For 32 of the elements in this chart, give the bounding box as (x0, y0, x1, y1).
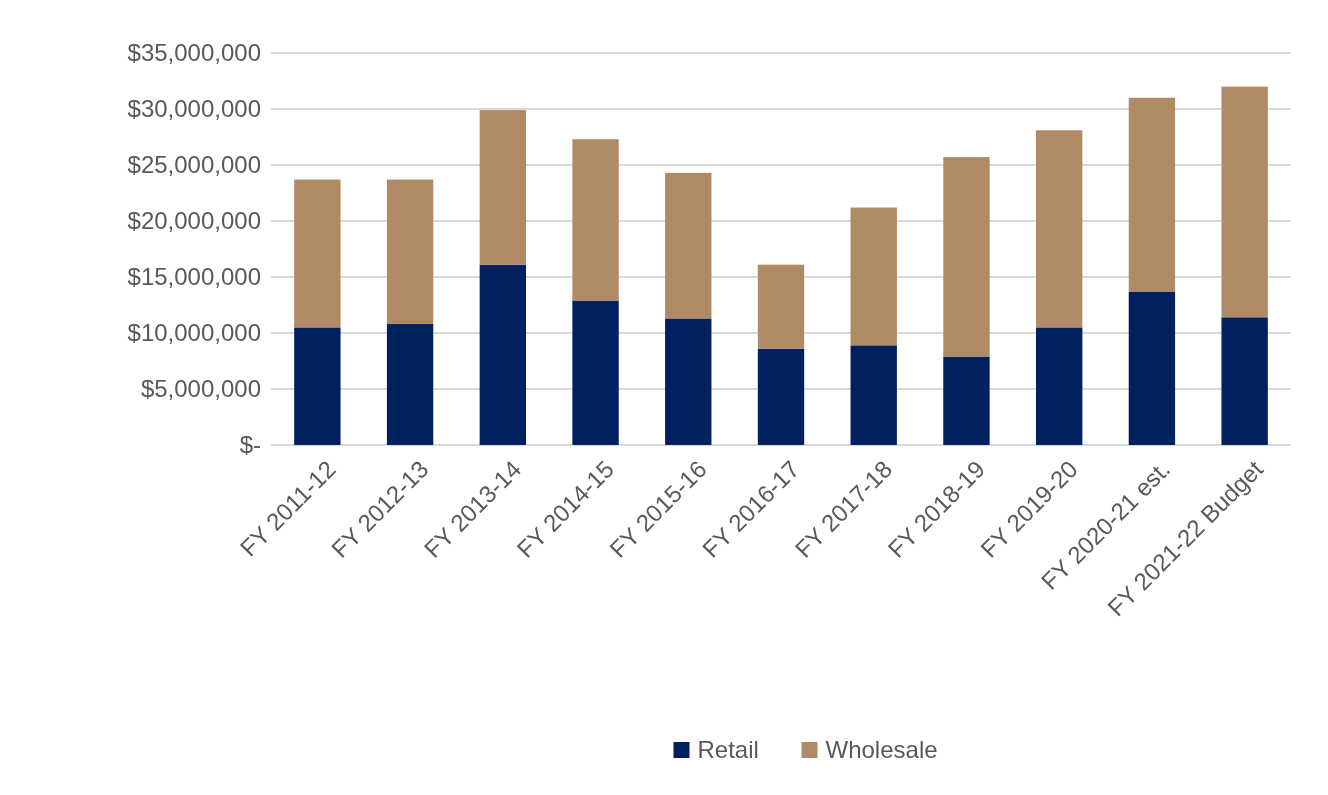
bar (386, 324, 434, 445)
y-tick-label: $35,000,000 (127, 39, 261, 67)
bar (294, 179, 341, 328)
bar (1036, 130, 1083, 328)
bar (943, 157, 990, 357)
y-tick-label: $20,000,000 (127, 207, 261, 235)
bar (665, 172, 712, 319)
legend-label: Retail (697, 736, 759, 764)
bar (294, 327, 341, 445)
bar (572, 300, 619, 445)
bar (757, 348, 805, 445)
y-tick-label: $10,000,000 (127, 319, 261, 347)
bar (850, 345, 897, 445)
bar (386, 179, 434, 325)
bar (479, 110, 526, 265)
bar (1036, 327, 1083, 445)
y-tick-label: $5,000,000 (140, 375, 261, 403)
bar (1221, 317, 1268, 445)
bar (572, 139, 619, 301)
y-tick-label: $- (239, 431, 261, 459)
legend-label: Wholesale (825, 736, 938, 764)
bar (1128, 97, 1176, 292)
bar (943, 356, 990, 445)
bar (1128, 291, 1176, 445)
y-tick-label: $25,000,000 (127, 151, 261, 179)
y-tick-label: $30,000,000 (127, 95, 261, 123)
bar (850, 207, 897, 346)
bar (665, 318, 712, 445)
bar (479, 264, 526, 445)
bar (1221, 86, 1268, 318)
y-tick-label: $15,000,000 (127, 263, 261, 291)
bar (757, 264, 805, 349)
